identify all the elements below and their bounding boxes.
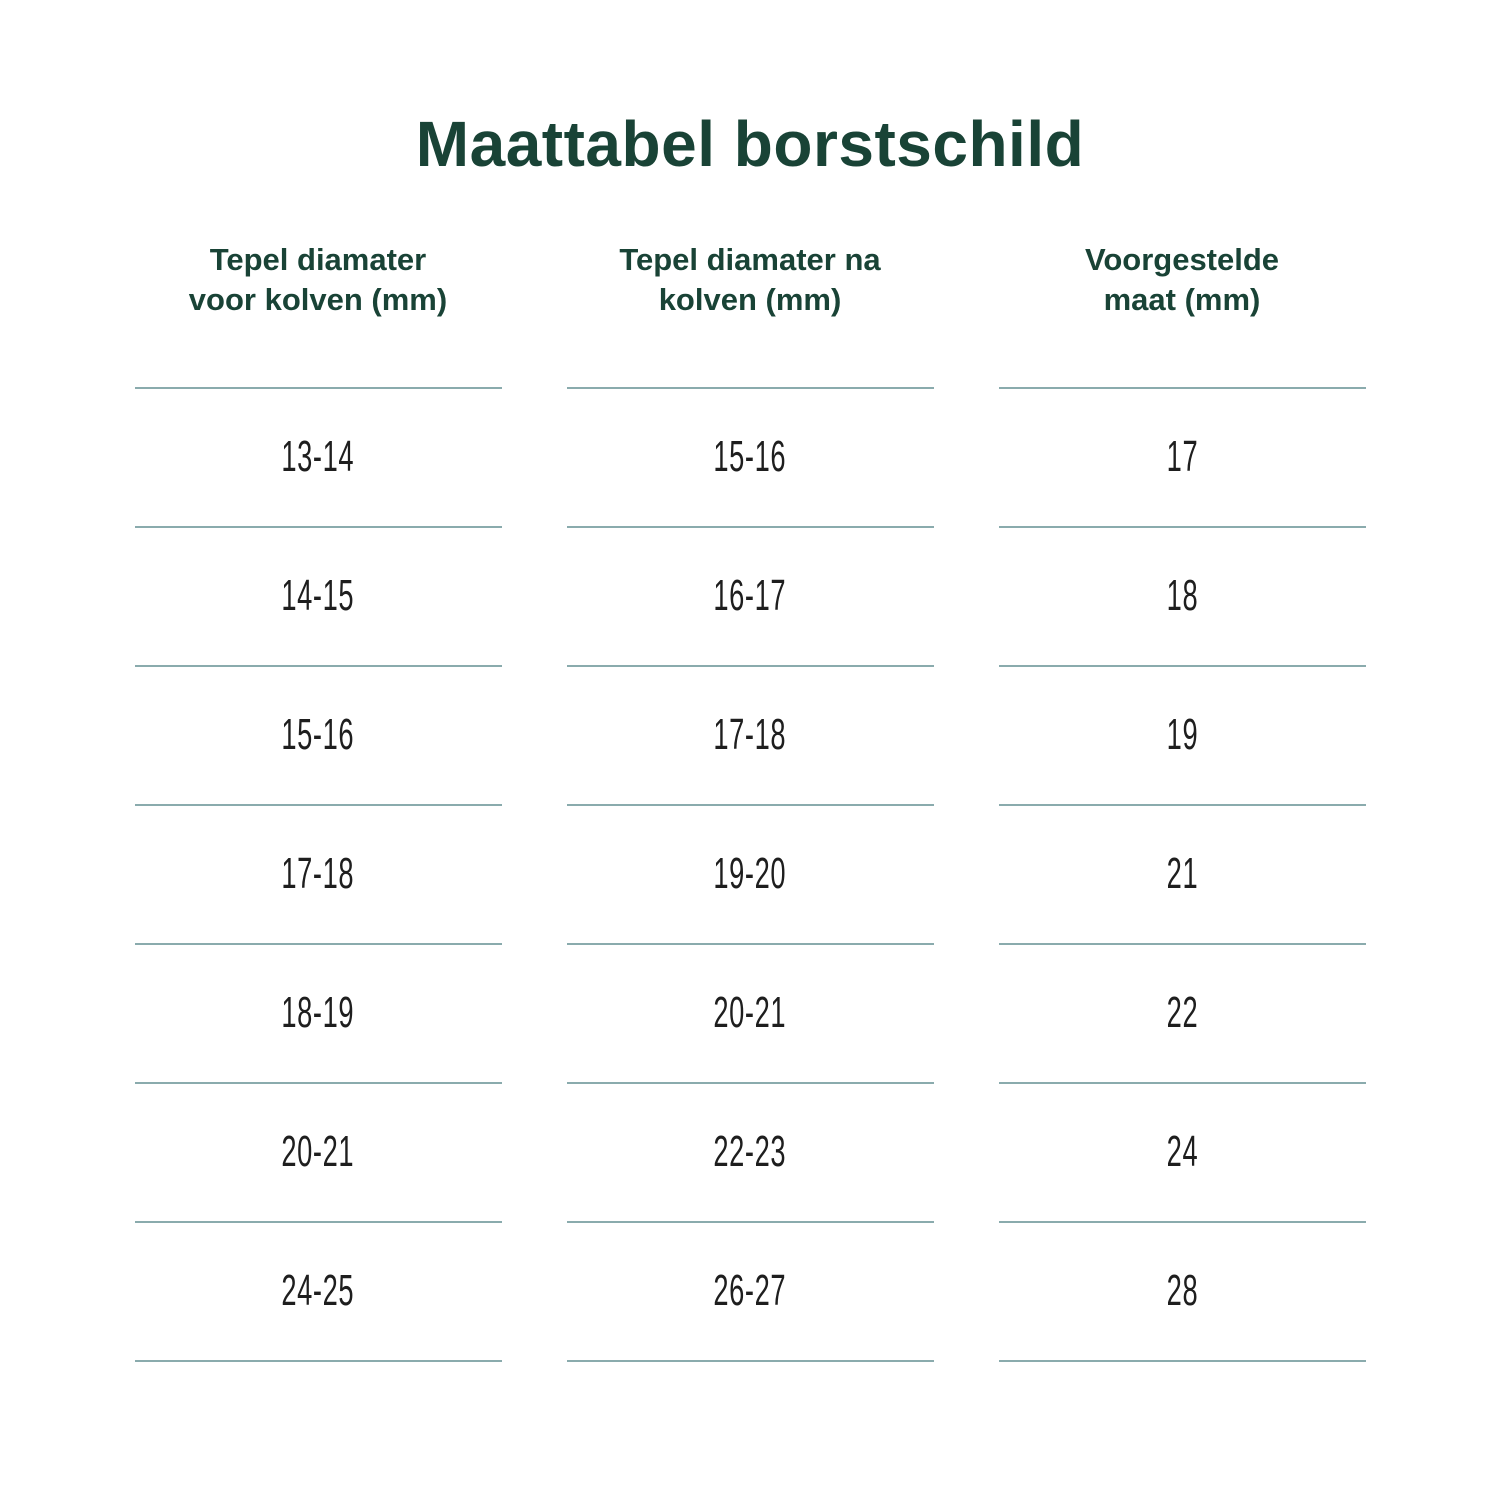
cell-value: 18 [1166,571,1198,621]
cell-value: 20-21 [713,988,787,1038]
table-cell: 24 [998,1084,1366,1223]
cell-value: 16-17 [713,571,787,621]
page-title: Maattabel borstschild [415,108,1085,180]
column-header-suggested-size: Voorgestelde maat (mm) [998,240,1366,389]
cell-value: 17-18 [713,710,787,760]
cell-value: 15-16 [713,432,787,482]
table-cell: 24-25 [134,1223,502,1362]
cell-value: 24-25 [281,1266,355,1316]
column-header-before-pumping: Tepel diamater voor kolven (mm) [134,240,502,389]
cell-value: 17-18 [281,849,355,899]
cell-value: 13-14 [281,432,355,482]
cell-value: 24 [1166,1127,1198,1177]
table-cell: 13-14 [134,389,502,528]
table-cell: 19-20 [566,806,934,945]
table-cell: 15-16 [566,389,934,528]
cell-value: 14-15 [281,571,355,621]
size-table: Tepel diamater voor kolven (mm) Tepel di… [134,240,1366,1362]
cell-value: 17 [1166,432,1198,482]
table-cell: 15-16 [134,667,502,806]
cell-value: 20-21 [281,1127,355,1177]
table-cell: 18 [998,528,1366,667]
table-cell: 16-17 [566,528,934,667]
table-cell: 17-18 [566,667,934,806]
table-cell: 22-23 [566,1084,934,1223]
cell-value: 28 [1166,1266,1198,1316]
table-cell: 19 [998,667,1366,806]
table-cell: 21 [998,806,1366,945]
cell-value: 19-20 [713,849,787,899]
cell-value: 15-16 [281,710,355,760]
cell-value: 21 [1166,849,1198,899]
table-cell: 26-27 [566,1223,934,1362]
table-cell: 20-21 [566,945,934,1084]
cell-value: 22-23 [713,1127,787,1177]
table-cell: 17 [998,389,1366,528]
table-body: 13-14 15-16 17 14-15 16-17 18 15-16 17-18 19 17-1… [134,389,1366,1362]
column-header-after-pumping: Tepel diamater na kolven (mm) [566,240,934,389]
table-cell: 18-19 [134,945,502,1084]
table-cell: 28 [998,1223,1366,1362]
cell-value: 19 [1166,710,1198,760]
cell-value: 22 [1166,988,1198,1038]
table-header-row: Tepel diamater voor kolven (mm) Tepel di… [134,240,1366,389]
cell-value: 18-19 [281,988,355,1038]
table-cell: 22 [998,945,1366,1084]
table-cell: 17-18 [134,806,502,945]
table-cell: 20-21 [134,1084,502,1223]
cell-value: 26-27 [713,1266,787,1316]
table-cell: 14-15 [134,528,502,667]
